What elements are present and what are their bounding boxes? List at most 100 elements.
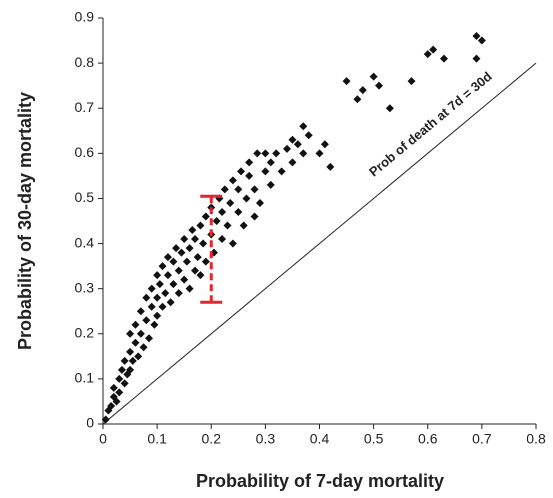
point xyxy=(353,95,362,104)
point xyxy=(239,221,248,230)
point xyxy=(139,343,148,352)
y-tick-label: 0.3 xyxy=(75,279,95,295)
point xyxy=(188,226,197,235)
x-tick-label: 0.6 xyxy=(418,431,438,447)
point xyxy=(115,374,124,383)
point xyxy=(261,149,270,158)
point xyxy=(283,144,292,153)
point xyxy=(212,217,221,225)
y-tick-label: 0.5 xyxy=(75,189,95,205)
point xyxy=(191,235,200,244)
point xyxy=(180,275,189,284)
point xyxy=(112,397,121,406)
y-tick-label: 0.4 xyxy=(75,234,95,250)
y-tick-label: 0.2 xyxy=(75,324,95,340)
point xyxy=(218,207,227,216)
point xyxy=(369,72,378,81)
point xyxy=(266,180,275,189)
point xyxy=(245,158,254,167)
point xyxy=(101,415,110,424)
point xyxy=(358,86,367,95)
reference-line-label: Prob of death at 7d = 30d xyxy=(366,69,495,180)
y-tick-label: 0.8 xyxy=(75,54,95,70)
point xyxy=(126,365,135,374)
point xyxy=(131,320,140,329)
x-tick-label: 0.1 xyxy=(147,431,167,447)
point xyxy=(255,198,264,207)
point xyxy=(142,316,151,325)
point xyxy=(250,185,259,194)
point xyxy=(196,221,205,230)
y-tick-label: 0 xyxy=(86,415,94,431)
point xyxy=(299,122,308,131)
point xyxy=(147,302,156,311)
point xyxy=(375,81,384,90)
point xyxy=(423,50,432,59)
point xyxy=(320,140,329,149)
point xyxy=(253,149,262,158)
x-axis-title: Probability of 7-day mortality xyxy=(196,471,444,491)
point xyxy=(196,271,205,280)
point xyxy=(172,244,181,253)
point xyxy=(153,271,162,280)
point xyxy=(191,266,200,275)
point xyxy=(174,266,183,275)
y-tick-label: 0.6 xyxy=(75,144,95,160)
point xyxy=(199,239,208,248)
point xyxy=(226,198,235,207)
point xyxy=(234,185,243,194)
point xyxy=(299,149,308,158)
point xyxy=(126,329,135,338)
x-tick-label: 0.3 xyxy=(256,431,276,447)
x-tick-label: 0.8 xyxy=(526,431,546,447)
y-axis-title: Probability of 30-day mortality xyxy=(15,92,35,350)
point xyxy=(150,320,159,329)
y-tick-label: 0.1 xyxy=(75,370,95,386)
point xyxy=(272,149,281,158)
reference-line xyxy=(102,62,537,425)
point xyxy=(288,135,297,144)
point xyxy=(293,140,302,149)
point xyxy=(126,347,135,356)
point xyxy=(155,280,164,289)
point xyxy=(218,235,227,244)
y-tick-label: 0.7 xyxy=(75,99,95,115)
point xyxy=(161,289,170,298)
point xyxy=(169,280,178,289)
point xyxy=(429,45,438,54)
point xyxy=(201,257,210,266)
point xyxy=(228,176,237,185)
y-tick-label: 0.9 xyxy=(75,9,95,25)
point xyxy=(163,253,172,262)
point xyxy=(158,262,167,271)
point xyxy=(193,253,202,262)
point xyxy=(136,329,145,338)
point xyxy=(234,207,243,216)
x-tick-label: 0.4 xyxy=(310,431,330,447)
point xyxy=(177,248,186,257)
point xyxy=(472,54,481,63)
x-tick-label: 0.2 xyxy=(202,431,222,447)
x-tick-label: 0.5 xyxy=(364,431,384,447)
point xyxy=(115,388,124,397)
point xyxy=(182,257,191,266)
point xyxy=(131,338,140,347)
point xyxy=(477,36,486,45)
point xyxy=(185,284,194,293)
point xyxy=(250,212,259,221)
point xyxy=(142,293,151,302)
point xyxy=(166,298,175,307)
point xyxy=(277,167,286,176)
point xyxy=(266,158,275,167)
point xyxy=(439,54,448,63)
point xyxy=(342,77,351,86)
point xyxy=(472,32,481,41)
point xyxy=(315,149,324,158)
point xyxy=(163,271,172,280)
point xyxy=(134,352,143,361)
point xyxy=(326,162,335,171)
point xyxy=(128,356,137,365)
point xyxy=(158,302,167,311)
point xyxy=(117,365,126,374)
